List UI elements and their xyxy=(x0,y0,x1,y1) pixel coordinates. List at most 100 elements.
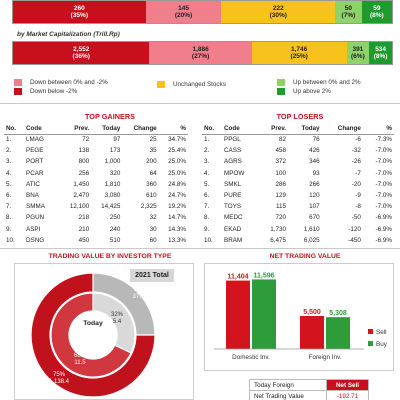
table-cell: -50 xyxy=(351,214,361,222)
table-cell: 218 xyxy=(78,214,90,222)
table-cell: 450 xyxy=(78,236,90,244)
bar-segment: 2,552 (36%) xyxy=(13,42,150,64)
market-cap-distribution-bar: 2,552 (36%) 1,886 (27%) 1,746 (25%) 391 (6%) 534… xyxy=(12,41,393,65)
divider xyxy=(0,103,400,104)
legend-swatch-light-green xyxy=(277,79,285,86)
table-cell: 4. xyxy=(6,169,12,177)
today-foreign-value: Net Sell xyxy=(326,379,369,391)
table-cell: 14.7% xyxy=(168,214,186,222)
legend-sell-label: Sell xyxy=(376,329,387,336)
table-cell: 800 xyxy=(78,158,90,166)
table-cell: 320 xyxy=(109,169,121,177)
top-losers-title: TOP LOSERS xyxy=(276,112,324,121)
table-cell: 25.4% xyxy=(168,147,186,155)
table-cell: -7.0% xyxy=(375,192,392,200)
bar-segment: 145 (20%) xyxy=(145,1,222,23)
table-cell: 12,100 xyxy=(69,203,90,211)
col-header: Code xyxy=(24,123,60,135)
investor-type-title: TRADING VALUE BY INVESTOR TYPE xyxy=(48,253,172,260)
segment-value: 2,552 xyxy=(73,45,90,53)
table-cell: 210 xyxy=(78,225,90,233)
segment-percent: (20%) xyxy=(174,12,193,19)
segment-value: 260 xyxy=(73,4,85,12)
segment-percent: (36%) xyxy=(72,53,90,60)
table-cell: PURE xyxy=(224,192,242,200)
foreign-net-table: Today Foreign Net Sell Net Trading Value… xyxy=(248,379,369,400)
table-cell: -26 xyxy=(351,158,361,166)
table-cell: -7.3% xyxy=(375,136,392,144)
table-cell: -120 xyxy=(348,225,361,233)
table-cell: SMKL xyxy=(224,180,242,188)
outer-domestic-label: 75% 1,138.4 xyxy=(44,372,74,386)
total-2021-badge: 2021 Total xyxy=(130,269,174,282)
table-cell: 5. xyxy=(204,180,210,188)
table-cell: PCAR xyxy=(26,169,44,177)
table-cell: 1,610 xyxy=(303,225,320,233)
legend-up-0-2-label: Up between 0% and 2% xyxy=(293,79,361,86)
legend-swatch-green xyxy=(277,88,285,95)
net-trading-panel xyxy=(204,263,394,371)
outer-foreign-pct: 25% xyxy=(133,287,146,293)
table-cell: 76 xyxy=(312,136,320,144)
segment-value: 1,746 xyxy=(291,45,308,53)
table-cell: 1,810 xyxy=(104,180,121,188)
legend-up-above-label: Up above 2% xyxy=(293,88,331,95)
table-cell: 372 xyxy=(275,158,287,166)
legend-up-0-2: Up between 0% and 2% xyxy=(277,79,361,86)
bar-segment: 1,886 (27%) xyxy=(149,42,252,64)
bar-legend: Down between 0% and -2% Down below -2% U… xyxy=(0,77,400,99)
table-cell: PEGE xyxy=(26,147,44,155)
legend-down-below-label: Down below -2% xyxy=(30,88,78,95)
table-cell: 129 xyxy=(275,192,287,200)
table-cell: 60 xyxy=(149,236,157,244)
table-cell: 93 xyxy=(312,169,320,177)
bar-segment: 50 (7%) xyxy=(335,1,362,23)
inner-foreign-pct: 32% xyxy=(110,312,123,318)
table-cell: 670 xyxy=(309,214,320,222)
table-cell: 1. xyxy=(6,136,12,144)
table-cell: PGUN xyxy=(26,214,45,222)
table-cell: MPOW xyxy=(224,169,245,177)
segment-value: 391 xyxy=(352,45,364,53)
bar-segment: 534 (8%) xyxy=(369,42,392,64)
table-row: Today Foreign Net Sell xyxy=(248,379,369,391)
table-row: 10. BRAM 6,475 6,025 -450 -6.9% xyxy=(202,235,394,246)
outer-domestic-pct: 75% xyxy=(52,372,65,378)
table-cell: 34.7% xyxy=(168,136,186,144)
table-cell: 107 xyxy=(309,203,320,211)
table-cell: 1,000 xyxy=(104,158,121,166)
table-header-row: No. Code Prev. Today Change % xyxy=(202,123,394,135)
table-cell: 138 xyxy=(78,147,90,155)
table-cell: 240 xyxy=(109,225,121,233)
col-header: Prev. xyxy=(60,123,92,135)
table-cell: -6.9% xyxy=(375,225,392,233)
legend-sell-swatch xyxy=(368,329,373,334)
table-cell: 1,730 xyxy=(270,225,287,233)
table-cell: 3. xyxy=(204,158,210,166)
category-label: Domestic Inv. xyxy=(232,354,270,361)
table-cell: PPGL xyxy=(224,136,241,144)
segment-value: 50 xyxy=(344,4,353,12)
table-cell: 6,025 xyxy=(303,236,320,244)
col-header: No. xyxy=(4,123,24,135)
outer-foreign-val: 377.9 xyxy=(132,294,148,301)
table-cell: 8. xyxy=(6,214,12,222)
segment-percent: (27%) xyxy=(191,53,210,60)
top-losers-table: No. Code Prev. Today Change % 1. PPGL 82 76… xyxy=(202,123,394,246)
today-foreign-label: Today Foreign xyxy=(248,379,328,391)
table-cell: -7 xyxy=(355,169,361,177)
table-header-row: No. Code Prev. Today Change % xyxy=(4,123,188,135)
table-cell: -7.0% xyxy=(375,147,392,155)
legend-swatch-red xyxy=(14,88,22,95)
col-header: % xyxy=(158,123,188,135)
table-row: 6. BNA 2,470 3,080 610 24.7% xyxy=(4,190,188,201)
table-cell: 120 xyxy=(309,192,320,200)
table-cell: 25.0% xyxy=(168,169,186,177)
net-trading-value: -192.71 xyxy=(326,390,369,400)
segment-percent: (30%) xyxy=(269,12,287,19)
divider xyxy=(0,248,400,249)
table-cell: 25 xyxy=(149,136,157,144)
table-cell: 286 xyxy=(275,180,287,188)
bar-segment: 222 (30%) xyxy=(221,1,336,23)
table-cell: 346 xyxy=(309,158,320,166)
